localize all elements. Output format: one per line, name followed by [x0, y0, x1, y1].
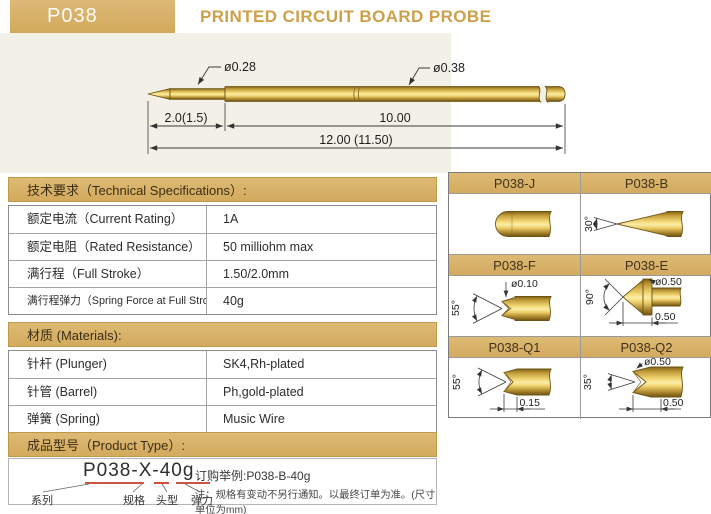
- product-type-header: 成品型号（Product Type）:: [8, 432, 437, 457]
- barrel-shape: [651, 287, 682, 307]
- crown-tip-shape: [501, 296, 552, 321]
- spec-label: 满行程弹力（Spring Force at Full Stroke）: [9, 288, 207, 314]
- tech-specs-header: 技术要求（Technical Specifications）:: [8, 177, 437, 202]
- length-label: 0.50: [663, 397, 684, 409]
- spec-value: 50 milliohm max: [223, 240, 314, 254]
- barrel-crimp: [353, 87, 360, 101]
- crown-tip-shape: [503, 368, 552, 396]
- flange-shape: [642, 278, 653, 316]
- tip-dia-label: ø0.10: [511, 278, 538, 290]
- product-code-diagram: [42, 482, 210, 493]
- angle-label: 55°: [450, 300, 462, 316]
- spec-label: 满行程（Full Stroke）: [9, 261, 207, 287]
- angle-label: 90°: [584, 289, 596, 305]
- material-value: SK4,Rh-plated: [223, 357, 305, 371]
- cone-tip-shape: [616, 211, 684, 237]
- code-label-force: 弹力: [191, 495, 213, 507]
- total-length-label: 12.00 (11.50): [319, 133, 392, 147]
- material-value: Ph,gold-plated: [223, 385, 304, 399]
- code-label-head: 头型: [156, 495, 178, 507]
- table-row: 针杆 (Plunger) SK4,Rh-plated: [9, 351, 436, 378]
- tip-cell-title: P038-J: [449, 173, 581, 194]
- table-row: 满行程弹力（Spring Force at Full Stroke） 40g: [9, 287, 436, 314]
- materials-table: 针杆 (Plunger) SK4,Rh-plated 针管 (Barrel) P…: [8, 350, 437, 433]
- tip-drawing-p038-b: 30°: [581, 194, 711, 255]
- barrel-dia-leader: [408, 67, 430, 86]
- tip-type-grid: P038-J P038-B 30° P038-F P038-E: [448, 172, 711, 419]
- probe-barrel: [224, 86, 566, 102]
- tip-cell-title: P038-B: [581, 173, 711, 194]
- order-example: 订购举例:P038-B-40g: [195, 469, 311, 483]
- tip-cell-title: P038-Q1: [449, 337, 581, 358]
- probe-tip-cone: [147, 88, 171, 100]
- tip-length-label: 2.0(1.5): [164, 111, 207, 125]
- table-row: 额定电阻（Rated Resistance） 50 milliohm max: [9, 233, 436, 260]
- material-value: Music Wire: [223, 412, 285, 426]
- material-label: 针管 (Barrel): [9, 379, 207, 405]
- tip-drawing-p038-f: ø0.10 55°: [449, 276, 581, 337]
- spec-value: 1.50/2.0mm: [223, 267, 290, 281]
- table-row: 额定电流（Current Rating） 1A: [9, 206, 436, 233]
- model-badge: P038: [10, 0, 175, 33]
- spec-value: 40g: [223, 294, 244, 308]
- tip-cell-title: P038-Q2: [581, 337, 711, 358]
- crown-tip-shape: [632, 366, 684, 398]
- break-symbol: [538, 85, 548, 103]
- tip-cell-title: P038-F: [449, 255, 581, 276]
- code-label-series: 系列: [31, 495, 53, 507]
- cone-shape: [622, 279, 644, 315]
- angle-label: 30°: [583, 216, 595, 232]
- probe-plunger: [169, 88, 226, 100]
- product-code: P038-X-40g: [83, 460, 195, 481]
- plunger-dia-label: ø0.28: [224, 60, 256, 74]
- tip-drawing-p038-q2: ø0.50 0.50 35°: [581, 356, 711, 419]
- order-note: 注：规格有变动不另行通知。以最终订单为准。(尺寸单位为mm): [195, 490, 436, 514]
- tip-drawing-p038-e: ø0.50 0.50 90°: [581, 276, 711, 337]
- spec-label: 额定电阻（Rated Resistance）: [9, 234, 207, 260]
- plunger-dia-leader: [197, 66, 221, 85]
- length-label: 0.50: [655, 311, 676, 323]
- tip-drawing-p038-q1: 0.15 55°: [449, 358, 581, 419]
- dome-tip-shape: [495, 211, 552, 237]
- product-type-box: P038-X-40g 系列 规格 头型 弹力 订购举例:P038-B-40g 注…: [8, 458, 437, 514]
- page-title: PRINTED CIRCUIT BOARD PROBE: [200, 7, 492, 26]
- material-label: 弹簧 (Spring): [9, 406, 207, 432]
- angle-label: 55°: [451, 374, 463, 390]
- tip-drawing-p038-j: [449, 194, 581, 255]
- code-label-spec: 规格: [123, 495, 145, 507]
- spec-value: 1A: [223, 212, 239, 226]
- tech-specs-table: 额定电流（Current Rating） 1A 额定电阻（Rated Resis…: [8, 205, 437, 315]
- table-row: 满行程（Full Stroke） 1.50/2.0mm: [9, 260, 436, 287]
- probe-dimension-drawing: ø0.28 ø0.38 2.0(1.5) 10.00 12.00 (11.50): [125, 54, 610, 166]
- flange-dia-label: ø0.50: [655, 276, 682, 288]
- materials-header: 材质 (Materials):: [8, 322, 437, 347]
- extension-lines: [147, 101, 566, 154]
- table-row: 针管 (Barrel) Ph,gold-plated: [9, 378, 436, 405]
- barrel-dia-label: ø0.38: [433, 61, 465, 75]
- spec-label: 额定电流（Current Rating）: [9, 206, 207, 233]
- tip-cell-title: P038-E: [581, 255, 711, 276]
- tip-dia-label: ø0.50: [644, 358, 671, 368]
- barrel-length-label: 10.00: [379, 111, 410, 125]
- material-label: 针杆 (Plunger): [9, 351, 207, 378]
- table-row: 弹簧 (Spring) Music Wire: [9, 405, 436, 432]
- angle-label: 35°: [582, 374, 594, 390]
- length-label: 0.15: [520, 397, 541, 409]
